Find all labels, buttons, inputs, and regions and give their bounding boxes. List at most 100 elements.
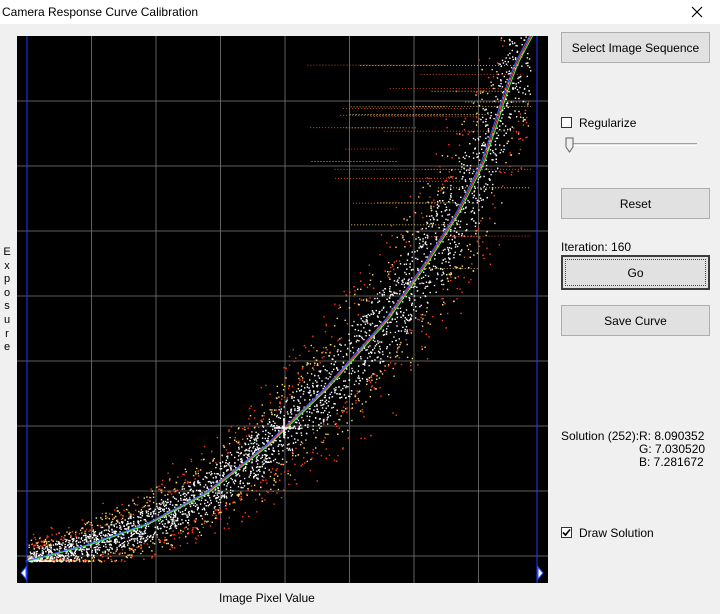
sample-point	[73, 552, 76, 554]
sample-point	[141, 535, 143, 538]
sample-point	[474, 225, 477, 228]
sample-point	[219, 498, 221, 501]
sample-point	[395, 206, 398, 209]
sample-point	[45, 559, 47, 561]
sample-point	[51, 527, 53, 530]
sample-point	[203, 522, 206, 524]
sample-point	[257, 437, 259, 439]
sample-point	[267, 431, 270, 434]
sample-point	[372, 313, 374, 315]
sample-point	[455, 231, 458, 233]
sample-point	[147, 505, 149, 507]
sample-point	[43, 540, 45, 542]
sample-point	[370, 313, 372, 315]
sample-point	[295, 483, 298, 485]
sample-point	[298, 400, 300, 402]
sample-point	[398, 260, 401, 262]
sample-point	[471, 263, 473, 265]
sample-point	[410, 293, 412, 295]
sample-point	[251, 453, 254, 455]
sample-point	[339, 393, 341, 395]
sample-point	[453, 235, 455, 237]
sample-point	[53, 560, 55, 563]
sample-point	[397, 282, 400, 284]
sample-point	[46, 560, 48, 562]
sample-point	[490, 144, 492, 147]
sample-point	[92, 533, 94, 535]
sample-point	[338, 393, 340, 395]
sample-point	[158, 520, 160, 522]
sample-point	[72, 539, 75, 541]
sample-point	[101, 512, 103, 515]
sample-point	[436, 204, 439, 206]
sample-point	[405, 230, 408, 232]
draw-solution-checkbox[interactable]	[561, 527, 572, 538]
sample-point	[273, 484, 275, 486]
sample-point	[470, 278, 472, 281]
sample-point	[458, 188, 460, 191]
sample-point	[524, 112, 526, 115]
sample-point	[280, 410, 282, 413]
sample-point	[442, 288, 445, 291]
regularize-checkbox[interactable]	[561, 117, 572, 128]
sample-point	[248, 435, 251, 437]
sample-point	[381, 295, 384, 297]
sample-point	[422, 216, 424, 219]
sample-point	[46, 546, 49, 548]
close-button[interactable]	[674, 0, 720, 24]
sample-point	[354, 290, 356, 292]
go-button[interactable]: Go	[561, 255, 710, 290]
sample-point	[442, 192, 444, 194]
save-curve-button[interactable]: Save Curve	[561, 305, 710, 336]
sample-point	[260, 457, 262, 460]
sample-point	[95, 538, 97, 540]
sample-point	[27, 555, 29, 558]
sample-point	[363, 364, 366, 366]
select-image-sequence-button[interactable]: Select Image Sequence	[561, 32, 710, 63]
sample-point	[261, 421, 263, 423]
sample-point	[311, 457, 313, 459]
sample-point	[254, 439, 256, 441]
sample-point	[230, 489, 232, 491]
sample-point	[426, 301, 429, 304]
reset-button[interactable]: Reset	[561, 188, 710, 219]
sample-point	[115, 559, 117, 562]
sample-point	[111, 520, 113, 523]
sample-point	[363, 347, 366, 349]
sample-point	[117, 536, 119, 538]
sample-point	[478, 139, 480, 141]
sample-point	[50, 526, 52, 529]
regularize-slider-thumb[interactable]	[565, 137, 575, 153]
sample-point	[238, 427, 240, 429]
sample-point	[294, 463, 296, 466]
regularize-slider-track[interactable]	[566, 143, 697, 146]
sample-point	[116, 510, 119, 512]
sample-point	[180, 523, 182, 525]
response-curve-plot[interactable]	[17, 36, 548, 583]
sample-point	[458, 144, 461, 146]
sample-point	[199, 503, 202, 505]
sample-point	[424, 236, 427, 239]
sample-point	[143, 506, 145, 508]
plot-canvas[interactable]	[17, 36, 548, 583]
sample-point	[246, 494, 248, 496]
sample-point	[336, 393, 338, 395]
sample-point	[144, 504, 146, 507]
sample-point	[479, 197, 482, 199]
sample-point	[42, 547, 44, 549]
sample-point	[245, 435, 248, 437]
sample-point	[62, 542, 64, 544]
sample-point	[168, 509, 171, 511]
sample-point	[458, 160, 461, 163]
sample-point	[244, 428, 246, 431]
sample-point	[212, 460, 214, 462]
sample-point	[109, 513, 111, 515]
sample-point	[147, 510, 149, 513]
sample-point	[425, 333, 427, 335]
sample-point	[144, 529, 146, 532]
y-axis-label-letter: u	[3, 313, 11, 326]
sample-point	[124, 541, 126, 543]
sample-point	[131, 548, 133, 550]
sample-point	[243, 454, 245, 456]
sample-point	[492, 183, 494, 186]
